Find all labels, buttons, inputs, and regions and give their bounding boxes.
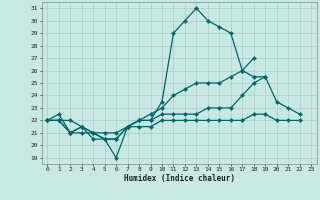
X-axis label: Humidex (Indice chaleur): Humidex (Indice chaleur): [124, 174, 235, 183]
